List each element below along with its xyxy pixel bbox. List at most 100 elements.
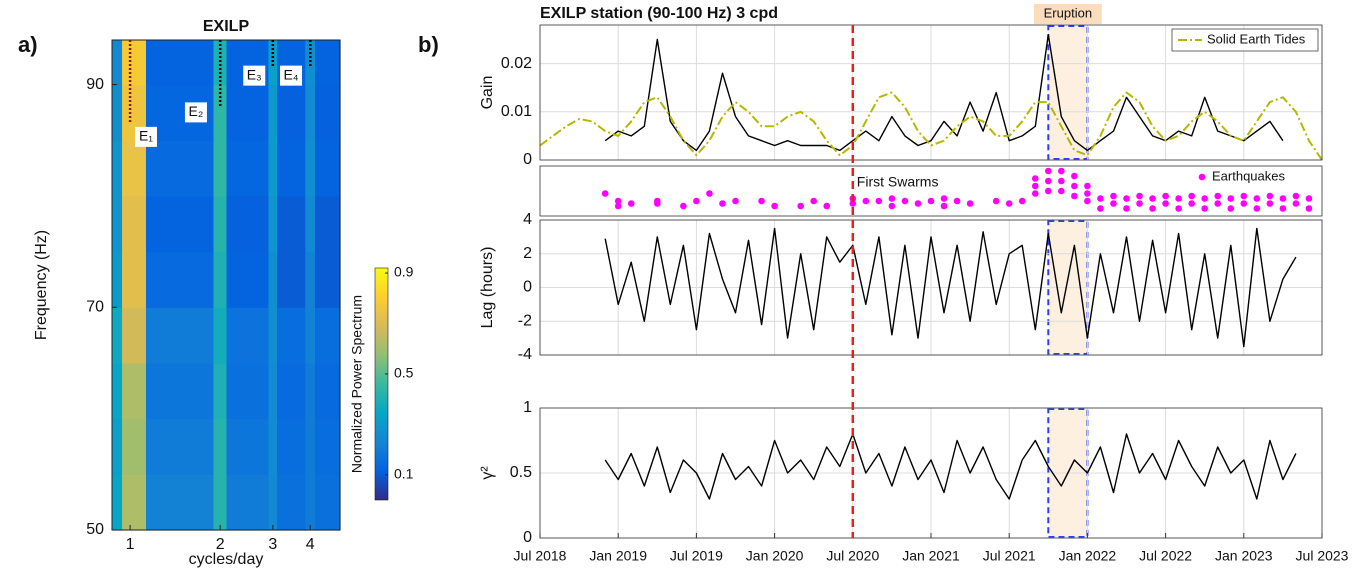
- earthquake-dot: [888, 202, 896, 210]
- earthquake-dot: [654, 197, 661, 205]
- heatmap-cell: [122, 362, 147, 420]
- earthquake-dot: [758, 197, 765, 205]
- legend-label: Earthquakes: [1212, 168, 1285, 183]
- heatmap-cell: [112, 307, 123, 364]
- plot-frame: [111, 39, 341, 531]
- heatmap-cell: [145, 140, 215, 197]
- heatmap-cell: [213, 362, 228, 420]
- heatmap-cell: [213, 195, 228, 253]
- heatmap-cell: [145, 307, 215, 364]
- earthquake-dot: [614, 197, 622, 205]
- panel-title: EXILP station (90-100 Hz) 3 cpd: [540, 5, 778, 22]
- heatmap-cell: [226, 84, 270, 141]
- x-tick-label: Jul 2020: [826, 548, 879, 564]
- heatmap-cell: [122, 40, 147, 86]
- earthquake-dot: [862, 197, 870, 205]
- earthquake-dot: [849, 200, 857, 207]
- earthquake-dot: [940, 202, 948, 210]
- earthquake-dot: [1292, 200, 1300, 207]
- data-line: [604, 227, 1297, 348]
- earthquake-dot: [1240, 192, 1248, 200]
- x-tick-label: Jan 2023: [1215, 548, 1273, 564]
- annotation-box: [280, 65, 303, 86]
- earthquake-dot: [1045, 187, 1052, 195]
- annotation-label: E₃: [247, 66, 262, 82]
- earthquake-dot: [953, 197, 961, 205]
- heatmap-cell: [315, 251, 341, 308]
- earthquake-dot: [1084, 197, 1091, 205]
- heatmap-cell: [305, 418, 316, 475]
- heatmap-cell: [277, 418, 306, 475]
- earthquake-dot: [1227, 205, 1235, 212]
- heatmap-cell: [315, 307, 341, 364]
- heatmap-cell: [268, 418, 278, 475]
- heatmap-cell: [145, 418, 215, 475]
- annotation-label: E₄: [283, 66, 298, 82]
- x-axis-label: cycles/day: [189, 551, 264, 568]
- heatmap-cell: [122, 474, 147, 531]
- y-tick-label: 2: [523, 245, 532, 262]
- earthquake-dot: [1058, 187, 1065, 195]
- earthquake-dot: [1084, 182, 1091, 190]
- earthquake-dot: [1188, 192, 1195, 200]
- earthquake-dot: [1005, 200, 1013, 207]
- earthquake-dot: [1253, 205, 1261, 212]
- heatmap-cell: [268, 84, 278, 141]
- y-tick-label: 0.02: [501, 55, 532, 72]
- data-line: [604, 433, 1297, 500]
- earthquake-dot: [1110, 200, 1117, 207]
- heatmap-cell: [226, 474, 270, 531]
- earthquake-dot: [1110, 192, 1117, 200]
- legend-swatch: [1198, 173, 1206, 181]
- earthquake-dot: [992, 197, 1000, 205]
- earthquake-dot: [1201, 195, 1208, 202]
- heatmap-cell: [305, 84, 316, 141]
- y-tick-label: -2: [518, 312, 532, 329]
- annotation-box: [243, 65, 266, 86]
- x-tick-label: 1: [126, 536, 135, 553]
- heatmap-cell: [277, 251, 306, 308]
- annotation-box: [134, 126, 157, 147]
- earthquake-dot: [1031, 190, 1039, 197]
- heatmap-cell: [268, 195, 278, 253]
- heatmap-cell: [315, 362, 341, 420]
- heatmap-cell: [122, 418, 147, 475]
- heatmap-cell: [112, 251, 123, 308]
- eruption-box: [1047, 25, 1089, 160]
- y-axis-label: Lag (hours): [479, 247, 496, 329]
- heatmap-cell: [226, 418, 270, 475]
- earthquake-dot: [1136, 200, 1143, 207]
- earthquake-dot: [627, 200, 635, 207]
- y-axis-label: Gain: [479, 76, 496, 110]
- y-tick-label: 0.01: [501, 103, 532, 120]
- earthquake-dot: [1045, 177, 1052, 185]
- plot-frame: [539, 165, 1323, 217]
- annotation-box: [184, 102, 207, 123]
- colorbar-tick-label: 0.1: [394, 465, 414, 481]
- panel-label: b): [418, 32, 439, 57]
- heatmap-cell: [213, 84, 228, 141]
- heatmap-cell: [213, 307, 228, 364]
- earthquake-dot: [1123, 195, 1130, 202]
- heatmap-cell: [112, 40, 123, 86]
- earthquake-dot: [1071, 182, 1078, 190]
- earthquake-dot: [732, 197, 739, 205]
- earthquake-dot: [1201, 205, 1208, 212]
- x-tick-label: 4: [306, 536, 315, 553]
- x-tick-label: Jan 2021: [902, 548, 960, 564]
- x-tick-label: Jan 2020: [746, 548, 804, 564]
- heatmap-cell: [122, 140, 147, 197]
- earthquake-dot: [601, 190, 609, 197]
- heatmap-cell: [277, 362, 306, 420]
- earthquake-dot: [1149, 195, 1156, 202]
- heatmap-cell: [268, 474, 278, 531]
- earthquake-dot: [875, 197, 883, 205]
- earthquake-dot: [1058, 177, 1065, 185]
- heatmap-cell: [315, 40, 341, 86]
- earthquake-dot: [1279, 195, 1287, 202]
- series-line: [539, 91, 1323, 161]
- heatmap-cell: [213, 251, 228, 308]
- heatmap-cell: [226, 307, 270, 364]
- earthquake-dot: [1097, 205, 1104, 212]
- heatmap-cell: [268, 40, 278, 86]
